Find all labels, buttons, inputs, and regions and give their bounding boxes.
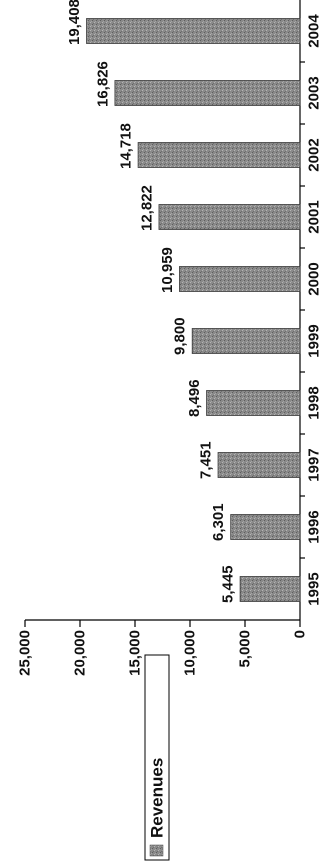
bar-2002: [137, 142, 301, 168]
data-label-2000: 10,959: [159, 247, 176, 293]
legend-swatch: [149, 844, 164, 857]
category-label-2004: 2004: [306, 14, 320, 48]
bar-2004: [86, 18, 301, 44]
bar-2000: [179, 266, 301, 292]
data-label-1996: 6,301: [210, 503, 227, 541]
bar-1996: [230, 514, 301, 540]
category-label-2000: 2000: [306, 262, 320, 295]
data-label-1999: 9,800: [172, 317, 189, 355]
value-tick-label: 25,000: [17, 630, 34, 676]
bar-1999: [191, 328, 301, 354]
data-label-1995: 5,445: [220, 565, 237, 603]
bar-1998: [206, 390, 301, 416]
data-label-2002: 14,718: [118, 123, 135, 169]
value-tick-label: 15,000: [127, 630, 144, 676]
data-label-2003: 16,826: [94, 61, 111, 107]
data-label-2001: 12,822: [138, 185, 155, 231]
category-label-1997: 1997: [306, 448, 320, 481]
bar-1995: [239, 576, 301, 602]
legend: Revenues: [144, 654, 170, 861]
category-label-1996: 1996: [306, 510, 320, 543]
category-label-2003: 2003: [306, 76, 320, 109]
bar-1997: [217, 452, 301, 478]
category-label-1995: 1995: [306, 572, 320, 605]
value-tick-label: 20,000: [72, 630, 89, 676]
value-tick-label: 0: [292, 630, 309, 638]
bar-2003: [114, 80, 301, 106]
data-label-1997: 7,451: [198, 441, 215, 479]
category-label-2002: 2002: [306, 138, 320, 171]
value-tick-label: 10,000: [182, 630, 199, 676]
data-label-1998: 8,496: [186, 379, 203, 417]
legend-label: Revenues: [148, 758, 167, 838]
bar-2001: [158, 204, 301, 230]
category-label-2001: 2001: [306, 200, 320, 233]
category-label-1998: 1998: [306, 386, 320, 419]
data-label-2004: 19,408: [66, 0, 83, 45]
category-label-1999: 1999: [306, 324, 320, 357]
legend-box: [144, 654, 170, 861]
value-tick-label: 5,000: [237, 630, 254, 668]
